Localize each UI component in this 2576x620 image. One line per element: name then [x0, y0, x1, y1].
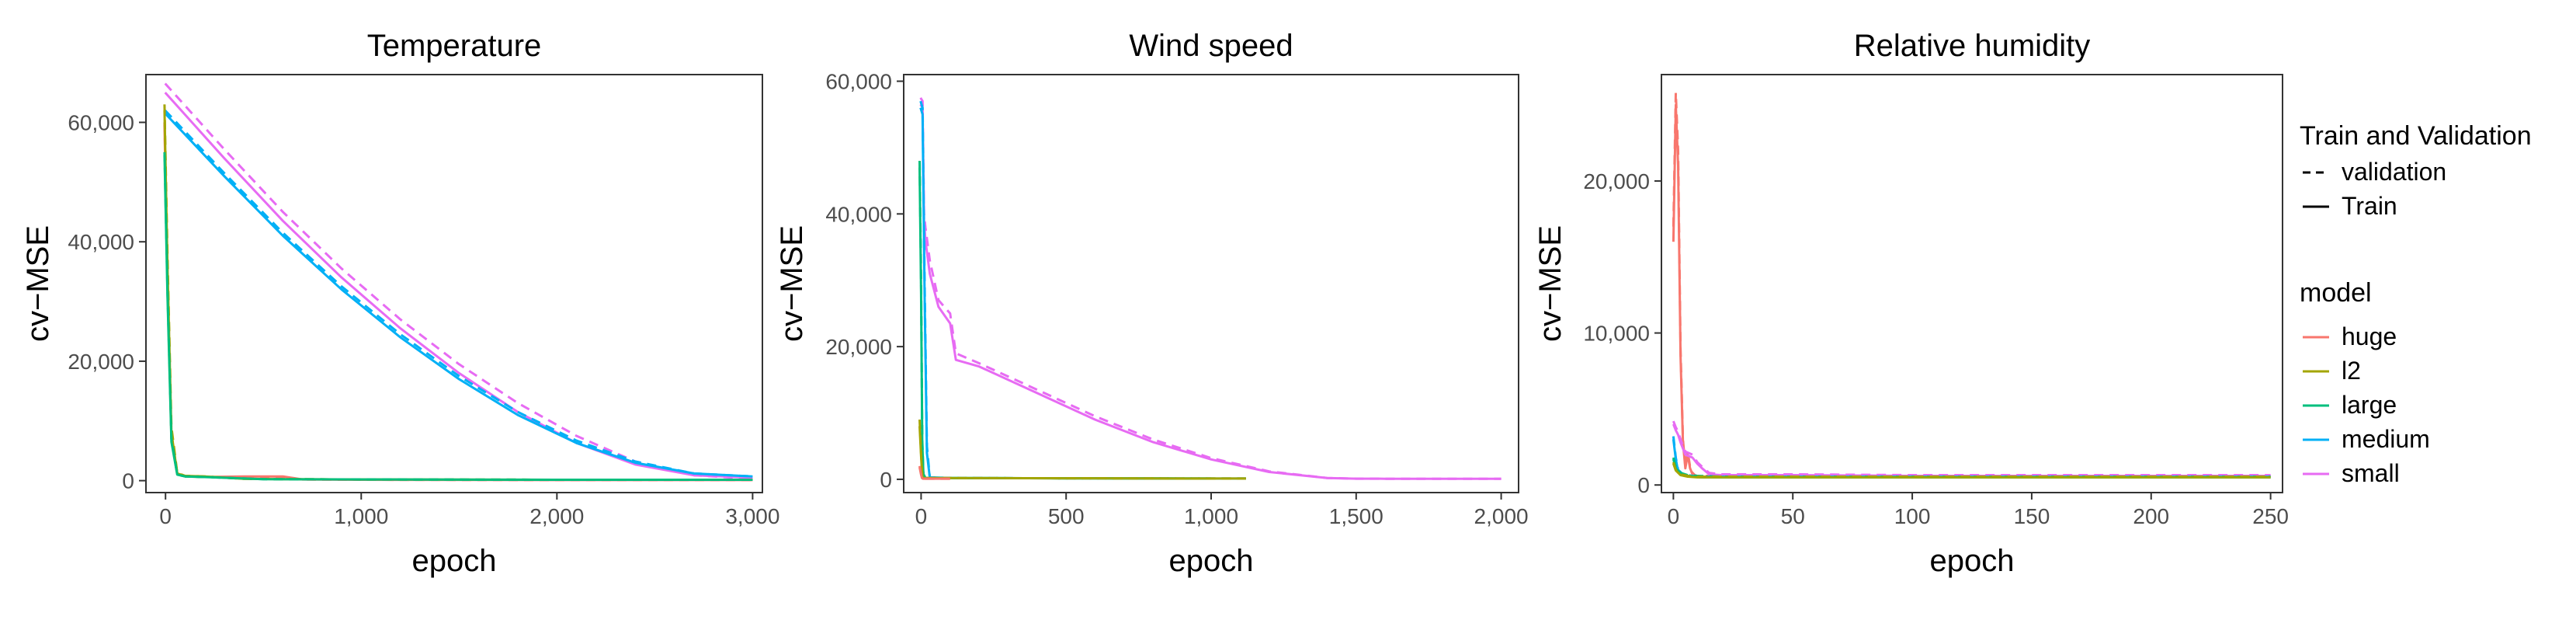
- x-tick-label: 250: [2252, 504, 2289, 528]
- series-line-huge-train: [918, 467, 950, 480]
- x-axis-label: epoch: [1169, 544, 1254, 578]
- panel-relative-humidity: Relative humidity cv−MSE epoch 0 50 100 150…: [1533, 29, 2289, 578]
- y-tick-label: 10,000: [1583, 322, 1650, 346]
- legend: Train and Validation validation Train mod…: [2300, 121, 2532, 487]
- series-line-l2-validation: [163, 104, 753, 481]
- legend-label: l2: [2342, 357, 2361, 385]
- y-axis-label: cv−MSE: [21, 225, 55, 342]
- legend-label: medium: [2342, 425, 2430, 453]
- y-tick-label: 60,000: [68, 110, 134, 134]
- y-tick-label: 40,000: [68, 230, 134, 254]
- y-tick-label: 20,000: [1583, 169, 1650, 193]
- x-tick-label: 2,000: [1474, 504, 1529, 528]
- plot-frame: [145, 74, 763, 493]
- x-axis-label: epoch: [412, 544, 497, 578]
- y-tick-label: 0: [1637, 473, 1650, 497]
- series-lines: [918, 97, 1502, 480]
- series-line-huge-validation: [163, 122, 753, 482]
- series-line-large-train: [163, 155, 753, 481]
- series-line-small-train: [919, 103, 1502, 480]
- series-line-medium-validation: [164, 110, 753, 478]
- series-line-small-validation: [164, 82, 753, 480]
- panel-title: Wind speed: [1129, 29, 1293, 63]
- series-line-medium-train: [1672, 439, 2271, 479]
- x-tick-label: 0: [915, 504, 928, 528]
- legend-label: huge: [2342, 322, 2397, 350]
- x-tick-label: 0: [1668, 504, 1680, 528]
- series-line-small-validation: [919, 97, 1502, 480]
- series-line-medium-train: [919, 107, 1246, 480]
- panel-wind-speed: Wind speed cv−MSE epoch 0 500 1,000 1,500 2,…: [775, 29, 1529, 578]
- y-tick-label: 20,000: [825, 335, 892, 359]
- series-line-l2-train: [918, 426, 1246, 480]
- plot-frame: [903, 74, 1519, 493]
- series-line-medium-validation: [919, 100, 1246, 480]
- series-line-small-train: [164, 92, 753, 479]
- x-tick-label: 3,000: [725, 504, 779, 528]
- series-line-huge-train: [1672, 103, 2271, 478]
- plot-frame: [1661, 74, 2283, 493]
- legend-model-items: huge l2 large medium small: [2303, 322, 2430, 487]
- x-tick-label: 50: [1781, 504, 1805, 528]
- legend-label: large: [2342, 391, 2397, 419]
- y-axis-label: cv−MSE: [1533, 225, 1567, 342]
- panel-title: Relative humidity: [1854, 29, 2091, 63]
- y-tick-label: 60,000: [825, 70, 892, 94]
- legend-linetype-title: Train and Validation: [2300, 121, 2532, 151]
- x-tick-label: 500: [1048, 504, 1085, 528]
- series-line-huge-validation: [1672, 92, 2271, 477]
- series-line-l2-validation: [918, 420, 1246, 480]
- series-lines: [163, 82, 753, 482]
- panel-temperature: Temperature cv−MSE epoch 0 1,000 2,000 3,00…: [21, 29, 779, 578]
- x-axis-label: epoch: [1930, 544, 2015, 578]
- series-line-large-validation: [918, 160, 1212, 480]
- legend-label: small: [2342, 459, 2400, 487]
- legend-label: validation: [2342, 158, 2446, 186]
- x-tick-label: 0: [159, 504, 172, 528]
- series-line-medium-validation: [1672, 436, 2271, 478]
- ticks: 0 1,000 2,000 3,000 0 20,000 40,000 60,000: [68, 110, 779, 528]
- ticks: 0 50 100 150 200 250 0 10,000 20,000: [1583, 169, 2289, 528]
- series-line-large-validation: [1672, 457, 2271, 478]
- x-tick-label: 200: [2133, 504, 2169, 528]
- series-line-l2-train: [163, 110, 753, 481]
- legend-label: Train: [2342, 192, 2397, 220]
- legend-linetype-items: validation Train: [2303, 158, 2446, 220]
- x-tick-label: 100: [1894, 504, 1931, 528]
- x-tick-label: 1,500: [1329, 504, 1383, 528]
- y-tick-label: 20,000: [68, 350, 134, 374]
- legend-model-title: model: [2300, 278, 2372, 308]
- series-line-small-validation: [1672, 420, 2271, 476]
- series-line-large-train: [918, 167, 1212, 480]
- y-tick-label: 0: [880, 468, 892, 492]
- ticks: 0 500 1,000 1,500 2,000 0 20,000 40,000 60,000: [825, 70, 1528, 528]
- series-line-l2-train: [1672, 463, 2271, 479]
- x-tick-label: 2,000: [529, 504, 584, 528]
- x-tick-label: 1,000: [334, 504, 388, 528]
- y-tick-label: 40,000: [825, 202, 892, 226]
- x-tick-label: 150: [2014, 504, 2050, 528]
- y-axis-label: cv−MSE: [775, 225, 809, 342]
- x-tick-label: 1,000: [1184, 504, 1238, 528]
- y-tick-label: 0: [122, 469, 134, 493]
- series-line-medium-train: [164, 112, 753, 478]
- series-line-small-train: [1672, 423, 2271, 477]
- panel-title: Temperature: [367, 29, 542, 63]
- series-lines: [1672, 92, 2271, 479]
